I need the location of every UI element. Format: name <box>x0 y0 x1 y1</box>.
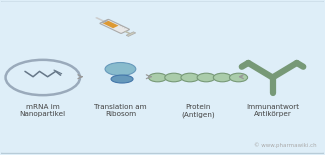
Ellipse shape <box>105 62 136 76</box>
Text: Immunantwort
Antikörper: Immunantwort Antikörper <box>246 104 299 117</box>
Bar <box>95 17 106 22</box>
Circle shape <box>6 60 80 95</box>
Bar <box>120 25 122 26</box>
Ellipse shape <box>111 75 133 83</box>
Text: © www.pharmawiki.ch: © www.pharmawiki.ch <box>254 142 316 148</box>
Circle shape <box>213 73 231 82</box>
Circle shape <box>149 73 167 82</box>
Circle shape <box>229 73 248 82</box>
Circle shape <box>197 73 215 82</box>
Bar <box>126 32 136 36</box>
FancyBboxPatch shape <box>100 19 129 33</box>
Bar <box>124 27 126 28</box>
Text: mRNA im
Nanopartikel: mRNA im Nanopartikel <box>20 104 66 117</box>
Circle shape <box>181 73 199 82</box>
Circle shape <box>165 73 183 82</box>
Bar <box>101 20 108 23</box>
Text: Protein
(Antigen): Protein (Antigen) <box>181 104 215 118</box>
Bar <box>122 26 124 27</box>
Bar <box>103 21 119 28</box>
Bar <box>124 31 132 34</box>
Text: Translation am
Ribosom: Translation am Ribosom <box>94 104 147 117</box>
